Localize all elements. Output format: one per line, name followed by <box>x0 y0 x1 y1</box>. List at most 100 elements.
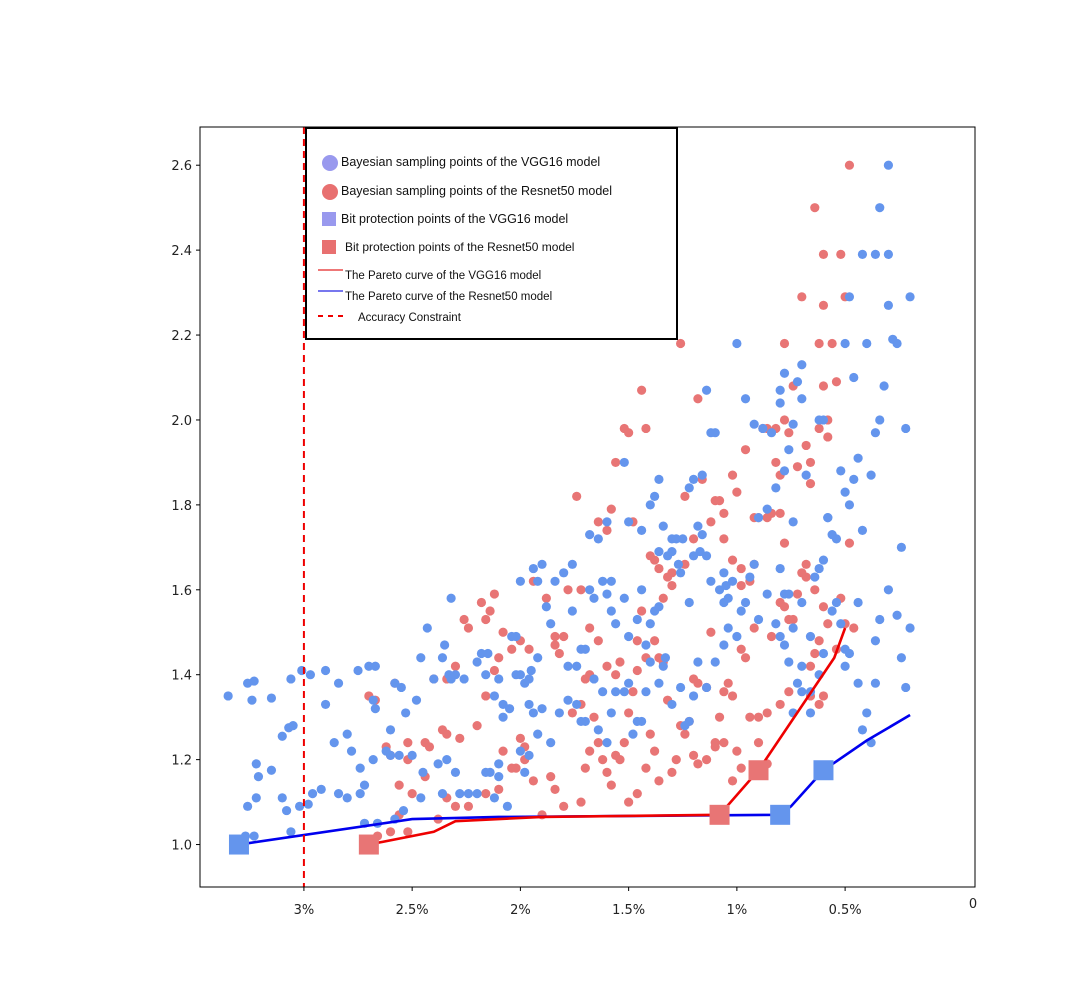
vgg-sample-point <box>437 788 448 799</box>
vgg-sample-point <box>740 394 751 404</box>
resnet-sample-point <box>576 585 586 595</box>
vgg-sample-point <box>797 661 807 671</box>
vgg-sample-point <box>602 517 612 527</box>
resnet-pareto-curve <box>368 627 847 846</box>
resnet-sample-point <box>489 665 500 676</box>
y-tick-label: 2.4 <box>171 244 192 259</box>
vgg-sample-point <box>307 788 318 799</box>
vgg-sample-point <box>853 597 863 608</box>
vgg-sample-point <box>779 466 790 476</box>
resnet-sample-point <box>727 776 738 786</box>
vgg-sample-point <box>450 767 461 777</box>
vgg-sample-point <box>723 623 733 633</box>
legend: Bayesian sampling points of the VGG16 mo… <box>305 127 678 340</box>
vgg-sample-point <box>463 788 474 799</box>
resnet-sample-point <box>637 385 647 395</box>
legend-label: Bayesian sampling points of the Resnet50… <box>341 184 612 198</box>
vgg-sample-point <box>870 678 881 688</box>
resnet-sample-point <box>611 670 621 680</box>
resnet-sample-point <box>489 589 500 599</box>
vgg-sample-point <box>606 606 616 616</box>
x-axis-extra-label: 0 <box>969 897 977 912</box>
resnet-sample-point <box>407 788 417 799</box>
vgg-sample-point <box>753 513 764 523</box>
vgg-sample-point <box>732 338 742 349</box>
resnet-sample-point <box>719 534 729 544</box>
vgg-sample-point <box>641 687 651 697</box>
vgg-sample-point <box>844 648 855 659</box>
vgg-sample-point <box>853 678 863 688</box>
legend-label: The Pareto curve of the VGG16 model <box>345 270 541 282</box>
vgg-sample-point <box>901 423 911 434</box>
resnet-sample-point <box>645 551 655 561</box>
vgg-sample-point <box>585 529 595 540</box>
vgg-sample-point <box>416 793 426 803</box>
vgg-sample-point <box>251 759 261 769</box>
resnet-sample-point <box>814 423 824 434</box>
resnet-sample-point <box>680 729 690 739</box>
vgg-sample-point <box>654 546 664 557</box>
vgg-sample-point <box>546 619 556 629</box>
resnet-sample-point <box>779 338 790 349</box>
resnet-sample-point <box>844 160 855 170</box>
resnet-sample-point <box>567 708 577 718</box>
resnet-sample-point <box>732 746 742 756</box>
vgg-sample-point <box>494 772 504 782</box>
legend-square-marker <box>322 212 336 226</box>
vgg-sample-point <box>654 678 664 688</box>
vgg-sample-point <box>498 712 508 722</box>
y-tick-label: 2.0 <box>171 414 192 429</box>
resnet-protection-point <box>748 760 769 781</box>
vgg-sample-point <box>693 521 703 531</box>
resnet-sample-point <box>403 827 413 837</box>
vgg-sample-point <box>710 657 720 667</box>
vgg-sample-point <box>611 619 621 629</box>
vgg-sample-point <box>567 606 577 616</box>
vgg-sample-point <box>766 428 777 438</box>
resnet-sample-point <box>498 746 508 756</box>
resnet-sample-point <box>792 589 803 599</box>
vgg-sample-point <box>849 372 859 383</box>
resnet-sample-point <box>606 780 616 790</box>
resnet-sample-point <box>650 636 660 646</box>
vgg-sample-point <box>329 738 339 748</box>
vgg-sample-point <box>528 563 538 574</box>
resnet-sample-point <box>481 614 491 625</box>
vgg-sample-point <box>593 725 603 735</box>
resnet-protection-point <box>358 834 379 855</box>
vgg-sample-point <box>645 500 655 510</box>
vgg-sample-point <box>593 534 603 544</box>
vgg-sample-point <box>792 377 803 387</box>
vgg-sample-point <box>753 614 764 625</box>
vgg-sample-point <box>840 661 850 671</box>
vgg-pareto-curve <box>238 713 911 846</box>
legend-box <box>305 127 678 340</box>
vgg-sample-point <box>684 483 694 493</box>
resnet-sample-point <box>688 534 699 544</box>
vgg-sample-point <box>353 665 363 676</box>
vgg-sample-point <box>836 619 846 629</box>
vgg-sample-point <box>342 793 352 803</box>
legend-circle-marker <box>322 184 338 200</box>
y-tick-label: 2.2 <box>171 329 192 344</box>
vgg-sample-point <box>775 631 785 642</box>
vgg-sample-point <box>243 801 253 811</box>
vgg-sample-point <box>857 525 868 535</box>
vgg-sample-point <box>333 788 344 799</box>
resnet-sample-point <box>736 763 746 773</box>
vgg-sample-point <box>857 249 868 259</box>
vgg-sample-point <box>294 801 305 811</box>
resnet-sample-point <box>472 721 482 731</box>
protection-points-layer <box>228 760 834 855</box>
resnet-sample-point <box>524 644 534 654</box>
vgg-sample-point <box>896 653 906 663</box>
vgg-sample-point <box>721 580 731 591</box>
vgg-sample-point <box>693 657 703 667</box>
vgg-sample-point <box>589 593 599 603</box>
vgg-sample-point <box>745 572 755 582</box>
resnet-sample-point <box>593 517 603 527</box>
vgg-sample-point <box>701 551 712 561</box>
vgg-sample-point <box>701 385 712 395</box>
vgg-sample-point <box>249 831 259 841</box>
